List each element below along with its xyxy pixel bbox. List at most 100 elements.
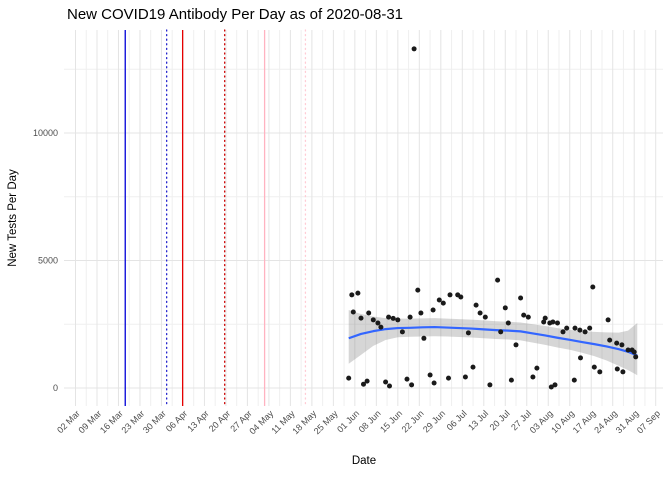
data-point — [571, 377, 577, 383]
data-point — [465, 330, 471, 336]
data-point — [555, 320, 560, 326]
data-point — [578, 355, 583, 361]
tick-label: 20 Jul — [488, 408, 512, 432]
data-point — [550, 319, 556, 325]
data-point — [430, 307, 436, 313]
data-point — [383, 379, 389, 385]
data-point — [620, 369, 626, 375]
data-point — [447, 292, 453, 298]
data-point — [631, 349, 637, 355]
data-point — [407, 314, 413, 320]
tick-label: 25 May — [312, 408, 340, 436]
data-point — [587, 325, 593, 331]
data-point — [361, 381, 366, 387]
tick-label: 22 Jun — [400, 408, 426, 434]
data-point — [378, 324, 384, 330]
data-point — [597, 369, 603, 375]
data-point — [502, 305, 508, 311]
tick-label: 10000 — [33, 128, 58, 138]
data-point — [473, 302, 479, 308]
data-point — [440, 300, 446, 306]
data-point — [482, 314, 488, 320]
data-point — [366, 310, 372, 316]
data-point — [487, 382, 493, 388]
data-point — [399, 329, 405, 335]
data-point — [633, 354, 639, 360]
data-point — [577, 327, 583, 333]
tick-label: 09 Mar — [77, 408, 104, 435]
data-point — [518, 295, 524, 301]
tick-label: 20 Apr — [207, 408, 232, 433]
tick-label: 07 Sep — [635, 408, 662, 435]
data-point — [355, 290, 361, 296]
data-point — [415, 287, 421, 293]
data-point — [590, 284, 596, 290]
data-point — [386, 314, 392, 320]
data-point — [521, 312, 527, 318]
y-axis-title: New Tests Per Day — [7, 169, 19, 267]
data-point — [542, 315, 548, 321]
data-point — [427, 372, 433, 378]
data-point — [541, 319, 547, 325]
data-point — [418, 310, 424, 316]
data-point — [619, 342, 625, 348]
data-point — [404, 376, 410, 382]
data-point — [530, 374, 536, 380]
data-point — [346, 375, 352, 381]
data-point — [470, 364, 476, 370]
data-point — [564, 325, 570, 331]
tick-label: 13 Jul — [466, 408, 490, 432]
scatter-points — [346, 46, 639, 390]
tick-label: 08 Jun — [357, 408, 383, 434]
data-point — [548, 384, 554, 390]
tick-label: 03 Aug — [528, 408, 555, 435]
data-point — [614, 340, 620, 346]
data-point — [552, 382, 558, 388]
data-point — [505, 320, 511, 326]
event-vlines — [124, 29, 307, 407]
data-point — [358, 315, 364, 321]
tick-label: 29 Jun — [421, 408, 447, 434]
x-axis-title: Date — [351, 455, 377, 467]
tick-label: 17 Aug — [571, 408, 598, 435]
loess-curve — [348, 325, 638, 357]
data-point — [431, 380, 437, 386]
tick-label: 13 Apr — [185, 408, 210, 433]
tick-label: 5000 — [38, 256, 58, 266]
data-point — [477, 310, 483, 316]
tick-label: 30 Mar — [141, 408, 168, 435]
tick-label: 24 Aug — [592, 408, 619, 435]
data-point — [458, 294, 464, 300]
data-point — [625, 347, 631, 353]
data-point — [349, 292, 355, 298]
data-point — [421, 335, 427, 341]
data-point — [582, 329, 588, 335]
chart-title: New COVID19 Antibody Per Day as of 2020-… — [67, 6, 404, 23]
data-point — [364, 378, 370, 384]
tick-label: 15 Jun — [378, 408, 404, 434]
data-point — [395, 317, 401, 323]
data-point — [508, 377, 514, 383]
data-point — [614, 366, 620, 372]
tick-label: 10 Aug — [549, 408, 576, 435]
tick-label: 23 Mar — [119, 408, 146, 435]
data-point — [498, 329, 504, 335]
data-point — [436, 297, 442, 303]
data-point — [513, 342, 519, 348]
data-point — [462, 374, 468, 380]
data-point — [446, 375, 451, 381]
data-point — [370, 317, 376, 323]
tick-label: 06 Apr — [164, 408, 189, 433]
data-point — [350, 309, 356, 315]
data-point — [534, 365, 540, 371]
data-point — [605, 317, 611, 323]
tick-label: 16 Mar — [98, 408, 125, 435]
data-point — [607, 337, 613, 343]
data-point — [409, 382, 415, 388]
tick-label: 0 — [53, 383, 58, 393]
tick-label: 06 Jul — [445, 408, 469, 432]
data-point — [495, 277, 501, 283]
data-point — [525, 314, 531, 320]
